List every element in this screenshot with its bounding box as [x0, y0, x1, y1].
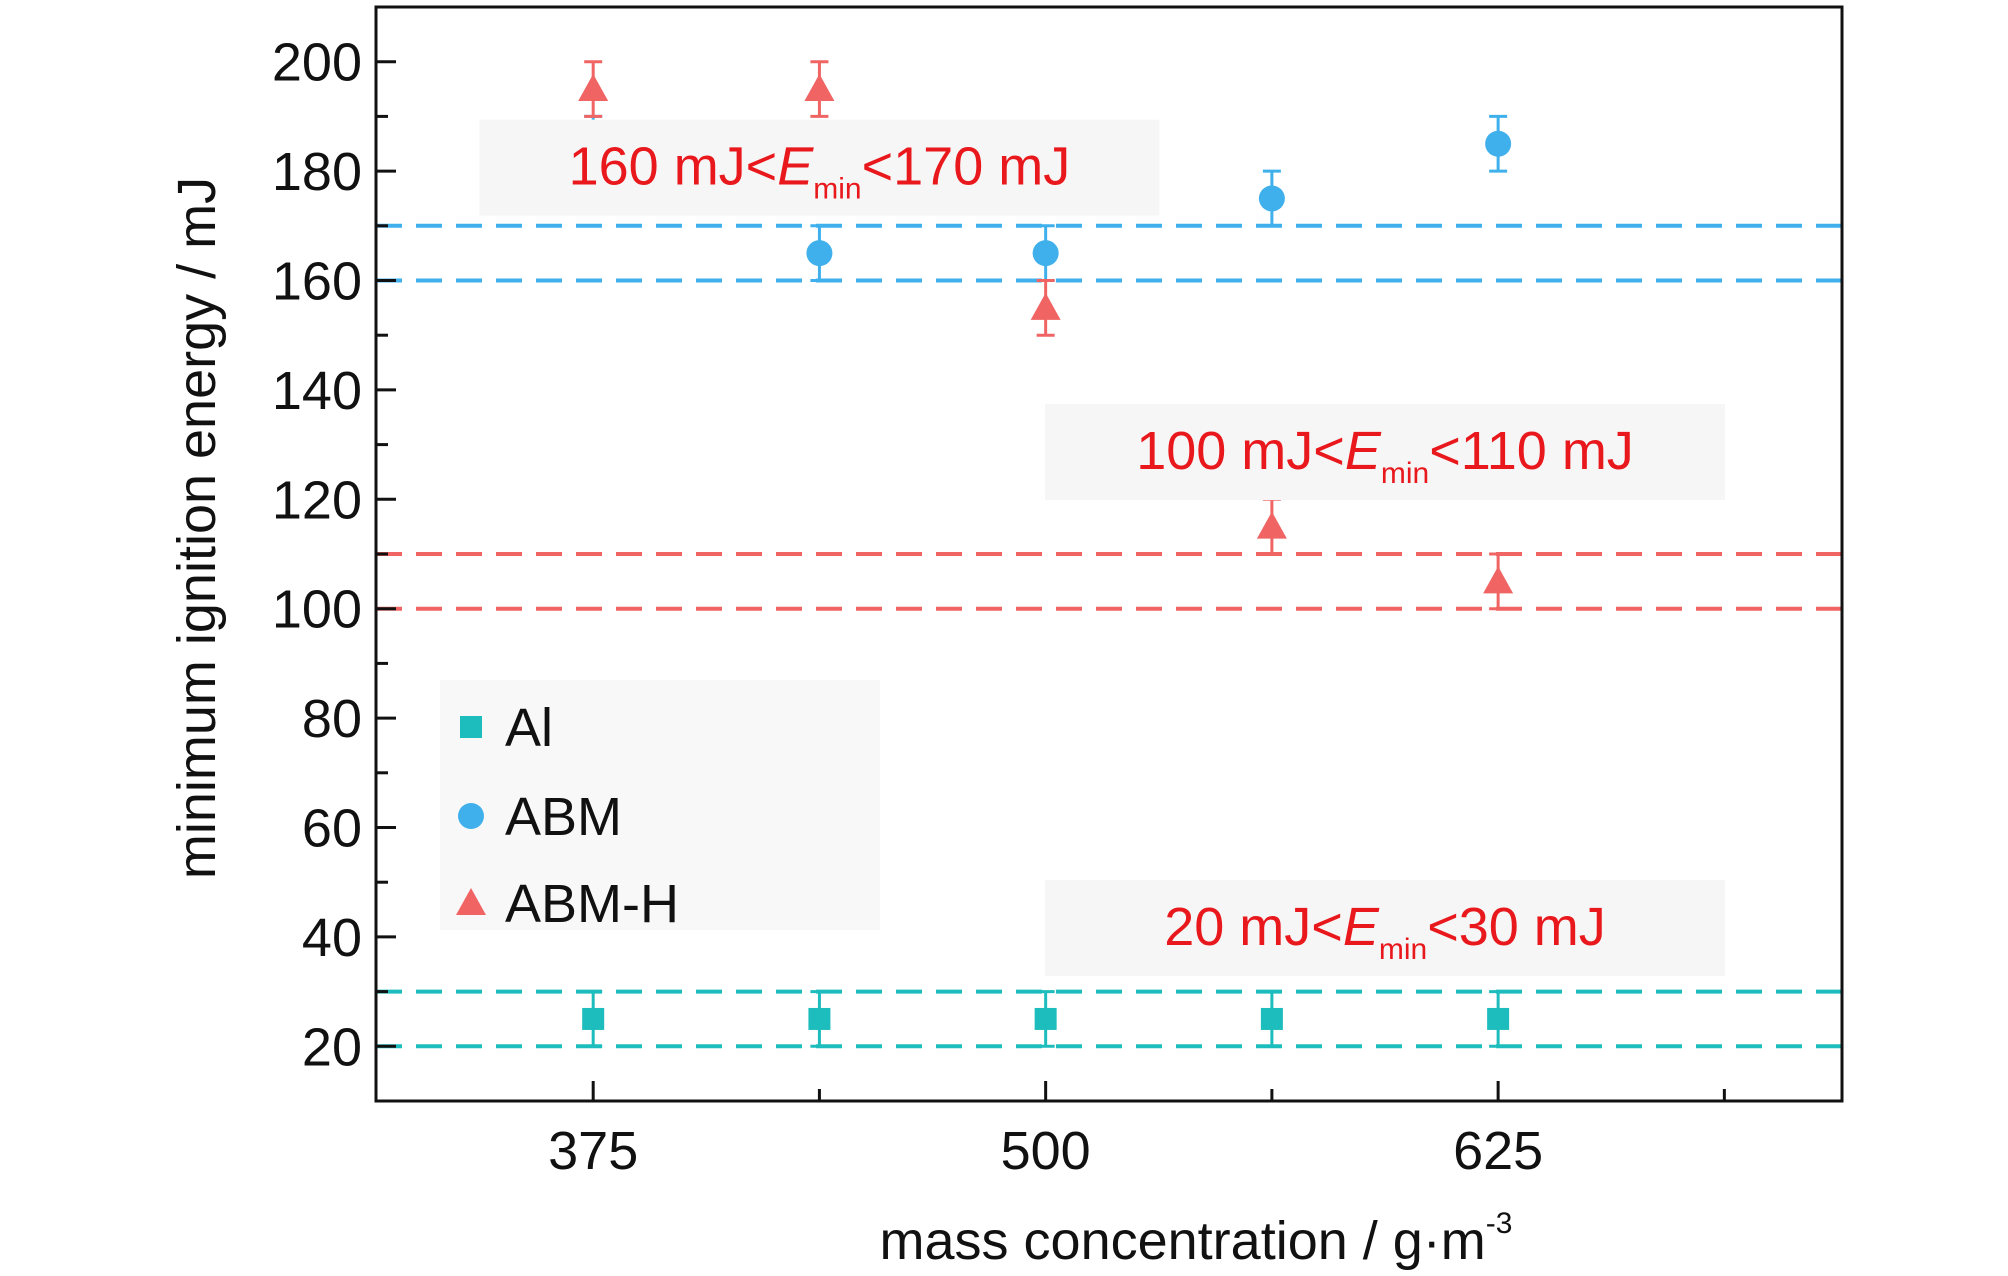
y-tick-label-120: 120: [272, 470, 362, 530]
annotation-background: [1045, 404, 1726, 501]
data-point-al: [1260, 1007, 1283, 1030]
x-axis-ticks: 375 500 625: [548, 1081, 1726, 1181]
legend-label-al: Al: [505, 698, 553, 758]
y-tick-label-40: 40: [302, 908, 362, 968]
data-point-abm: [1258, 185, 1285, 212]
data-point-abm-h: [1256, 511, 1287, 539]
annotation-var: E: [1343, 897, 1380, 957]
annotation-label: 20 mJ<Emin<30 mJ: [1164, 897, 1606, 966]
annotation-background: [479, 119, 1160, 216]
legend-label-abm-h: ABM-H: [505, 874, 679, 934]
annotation-var: E: [777, 137, 814, 197]
annotation-label: 100 mJ<Emin<110 mJ: [1136, 421, 1634, 490]
data-point-abm-h: [1483, 566, 1514, 594]
data-point-abm-h: [804, 74, 835, 102]
y-tick-label-80: 80: [302, 689, 362, 749]
x-axis-title-text: mass concentration / g·m: [880, 1211, 1486, 1271]
annotation-post: <170 mJ: [862, 137, 1071, 197]
y-tick-label-140: 140: [272, 361, 362, 421]
y-tick-label-160: 160: [272, 252, 362, 312]
x-tick-label-500: 500: [1001, 1121, 1091, 1181]
legend: Al ABM ABM-H: [440, 680, 880, 934]
x-tick-label-625: 625: [1453, 1121, 1543, 1181]
legend-label-abm: ABM: [505, 787, 622, 847]
y-tick-label-180: 180: [272, 142, 362, 202]
y-tick-label-60: 60: [302, 799, 362, 859]
data-point-abm: [1485, 130, 1512, 157]
annotation-sub: min: [813, 173, 861, 206]
y-tick-label-20: 20: [302, 1017, 362, 1077]
annotation-label: 160 mJ<Emin<170 mJ: [569, 137, 1071, 206]
x-axis-title-superscript: -3: [1486, 1207, 1513, 1240]
data-point-al: [1487, 1007, 1510, 1030]
y-tick-label-200: 200: [272, 33, 362, 93]
data-point-al: [582, 1007, 605, 1030]
annotation-pre: 100 mJ<: [1136, 421, 1345, 481]
x-axis-title: mass concentration / g·m-3: [880, 1207, 1513, 1271]
data-point-abm-h: [1030, 292, 1061, 320]
annotation-sub: min: [1381, 457, 1429, 490]
legend-background: [440, 680, 880, 930]
annotation-pre: 20 mJ<: [1164, 897, 1343, 957]
legend-marker-al: [460, 716, 482, 738]
legend-marker-abm: [458, 803, 484, 829]
reference-lines: [376, 223, 1842, 1049]
y-axis-ticks: 20 40 60 80 100 120 140 160 180 200: [272, 33, 396, 1103]
annotation-var: E: [1345, 421, 1382, 481]
data-point-abm: [1032, 240, 1059, 267]
data-point-al: [808, 1007, 831, 1030]
data-point-abm: [806, 240, 833, 267]
y-axis-title: minimum ignition energy / mJ: [167, 177, 227, 879]
legend-marker-abm-h: [456, 888, 486, 915]
data-point-abm-h: [578, 74, 609, 102]
annotation-sub: min: [1379, 933, 1427, 966]
annotation-pre: 160 mJ<: [569, 137, 778, 197]
annotation-post: <30 mJ: [1427, 897, 1606, 957]
annotation-post: <110 mJ: [1429, 421, 1634, 481]
y-tick-label-100: 100: [272, 580, 362, 640]
data-point-al: [1034, 1007, 1057, 1030]
x-tick-label-375: 375: [548, 1121, 638, 1181]
annotation-background: [1045, 879, 1726, 976]
